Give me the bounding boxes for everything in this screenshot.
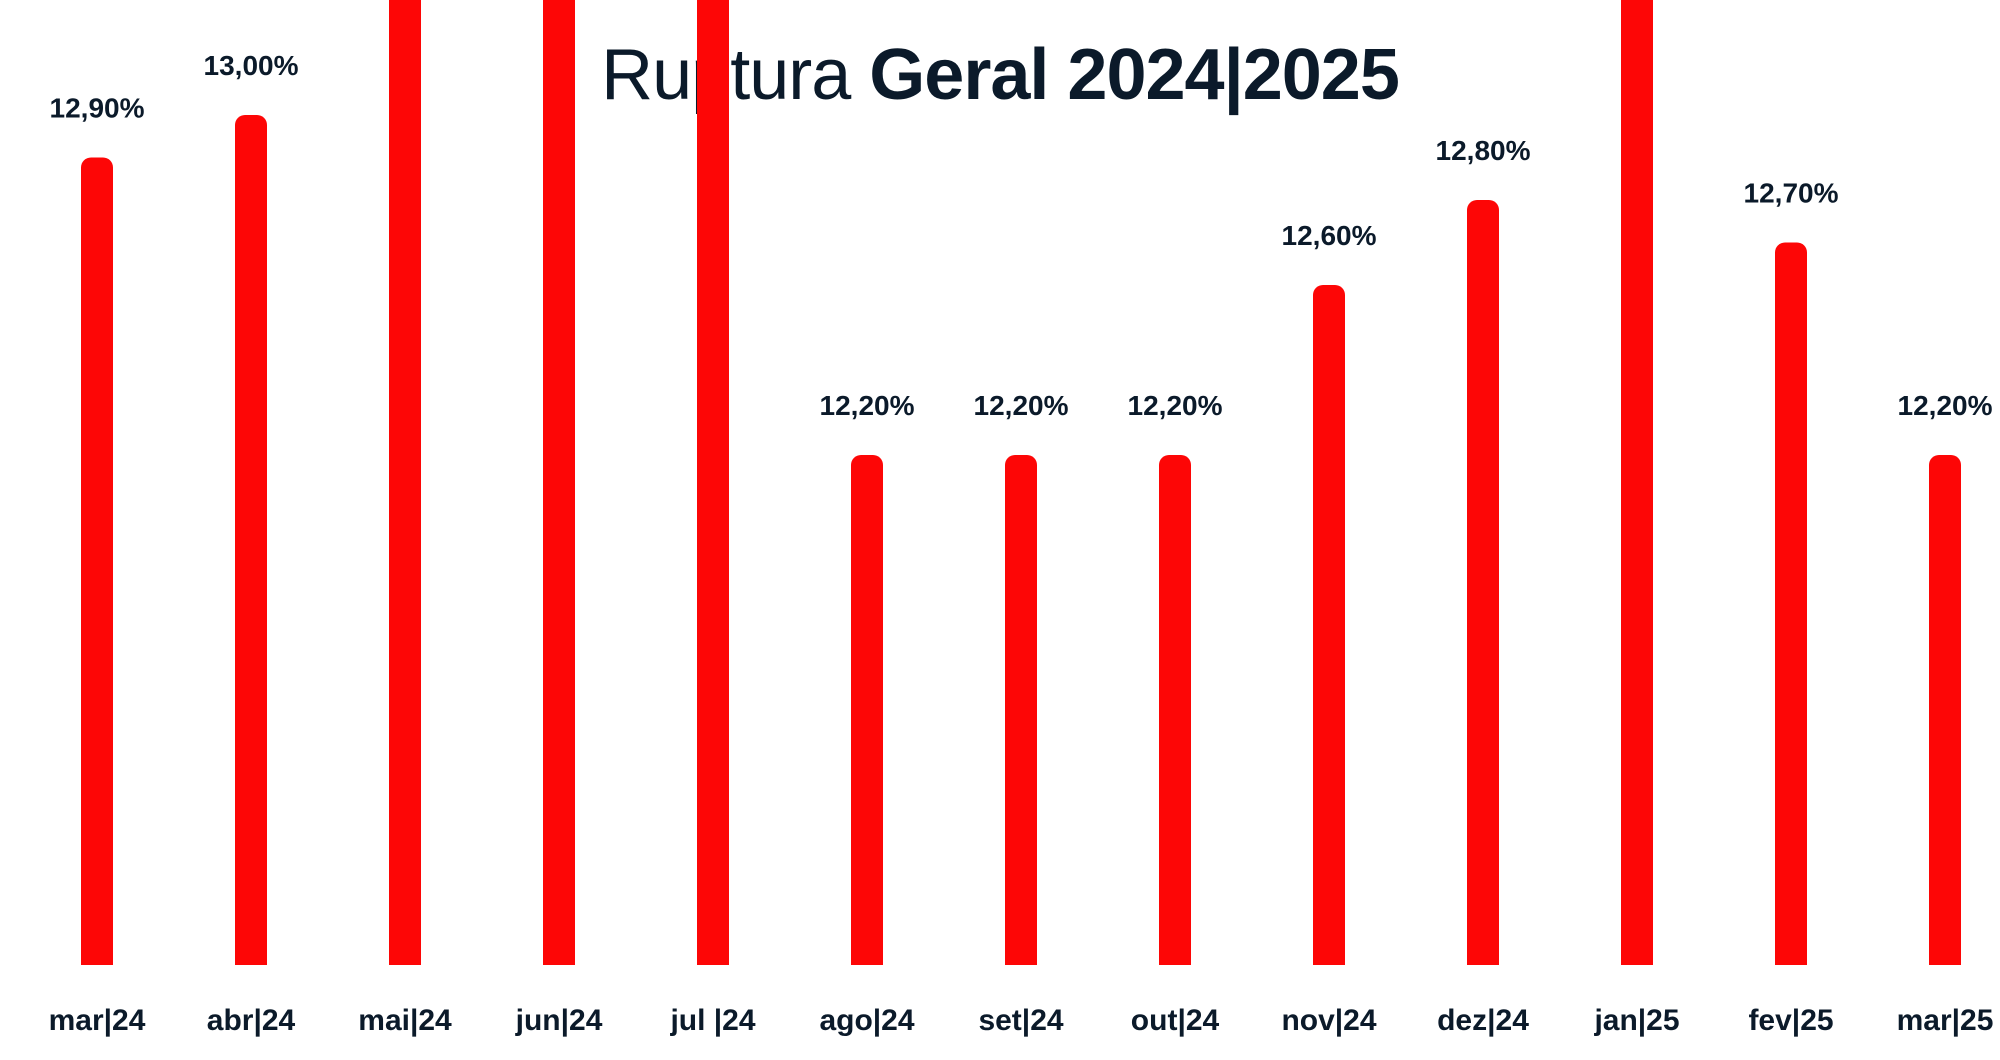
bar-4 <box>697 0 729 965</box>
bar-base-5 <box>851 953 883 965</box>
value-label-12: 12,20% <box>1898 390 1993 421</box>
bar-base-8 <box>1313 953 1345 965</box>
value-label-9: 12,80% <box>1436 135 1531 166</box>
bar-base-6 <box>1005 953 1037 965</box>
bar-base-7 <box>1159 953 1191 965</box>
bar-base-2 <box>389 953 421 965</box>
value-label-11: 12,70% <box>1744 178 1839 209</box>
bar-1 <box>235 115 267 965</box>
bar-base-11 <box>1775 953 1807 965</box>
category-label-4: jul |24 <box>669 1004 755 1037</box>
bar-base-9 <box>1467 953 1499 965</box>
bar-0 <box>81 157 113 965</box>
bar-base-1 <box>235 953 267 965</box>
bar-2 <box>389 0 421 965</box>
category-label-9: dez|24 <box>1437 1004 1529 1037</box>
value-label-0: 12,90% <box>50 93 145 124</box>
bar-12 <box>1929 455 1961 965</box>
category-label-7: out|24 <box>1131 1004 1220 1037</box>
bar-10 <box>1621 0 1653 965</box>
bar-9 <box>1467 200 1499 965</box>
category-label-5: ago|24 <box>819 1004 914 1037</box>
bar-base-3 <box>543 953 575 965</box>
value-label-8: 12,60% <box>1282 220 1377 251</box>
category-label-6: set|24 <box>978 1004 1063 1037</box>
bar-5 <box>851 455 883 965</box>
category-label-0: mar|24 <box>49 1004 146 1037</box>
bar-8 <box>1313 285 1345 965</box>
category-label-3: jun|24 <box>515 1004 603 1037</box>
category-label-8: nov|24 <box>1281 1004 1376 1037</box>
category-label-1: abr|24 <box>207 1004 296 1037</box>
category-label-11: fev|25 <box>1748 1004 1833 1037</box>
category-label-10: jan|25 <box>1593 1004 1679 1037</box>
bar-base-12 <box>1929 953 1961 965</box>
value-label-6: 12,20% <box>974 390 1069 421</box>
bar-base-0 <box>81 953 113 965</box>
bar-3 <box>543 0 575 965</box>
bar-base-4 <box>697 953 729 965</box>
bar-11 <box>1775 242 1807 965</box>
value-label-5: 12,20% <box>820 390 915 421</box>
category-label-2: mai|24 <box>358 1004 452 1037</box>
chart-title-bold: Geral 2024|2025 <box>869 35 1400 115</box>
bar-base-10 <box>1621 953 1653 965</box>
bar-7 <box>1159 455 1191 965</box>
value-label-1: 13,00% <box>204 50 299 81</box>
bar-6 <box>1005 455 1037 965</box>
category-label-12: mar|25 <box>1897 1004 1994 1037</box>
value-label-7: 12,20% <box>1128 390 1223 421</box>
